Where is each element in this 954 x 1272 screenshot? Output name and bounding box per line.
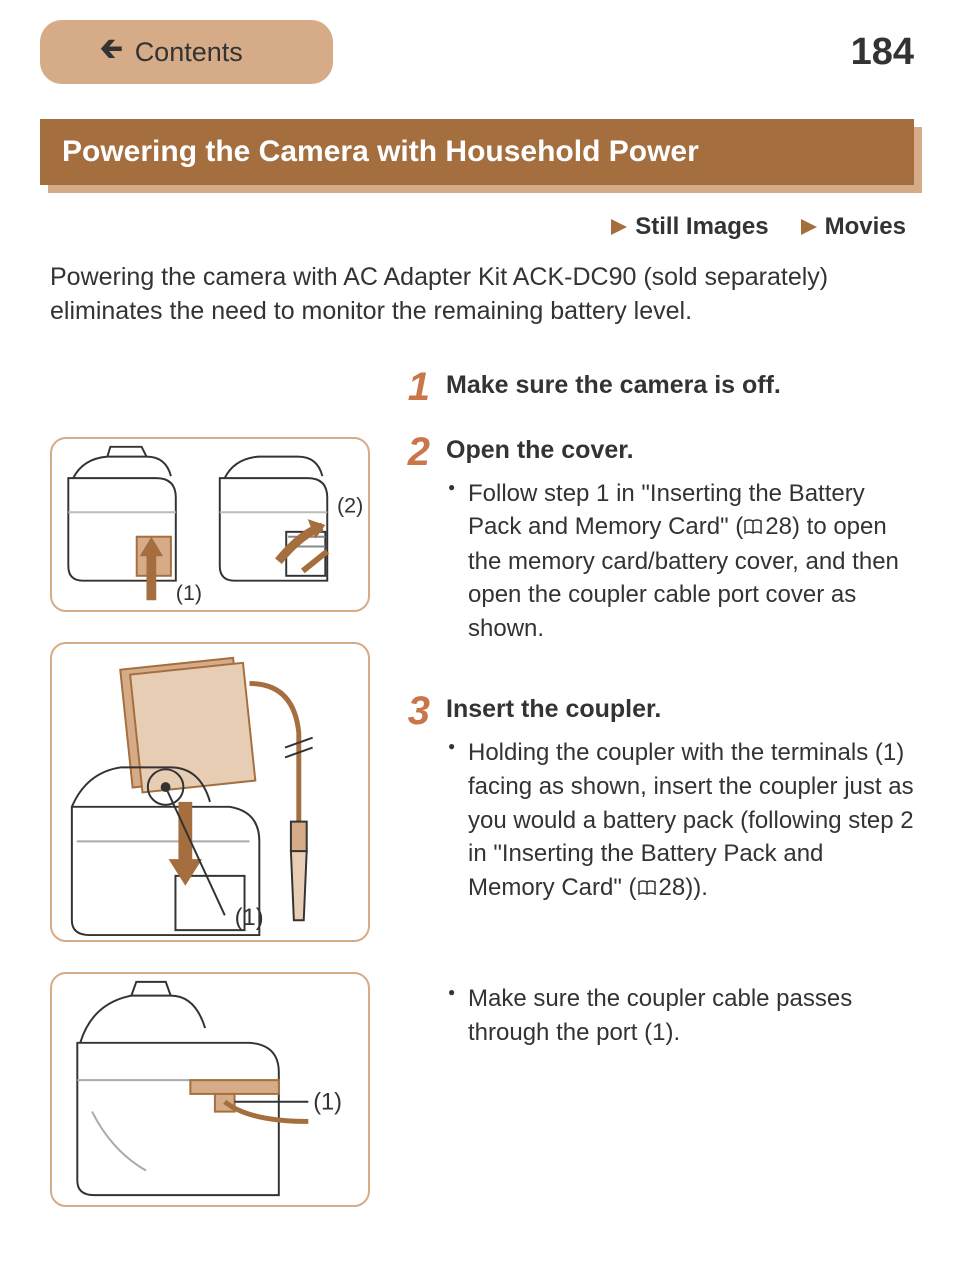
step-1-title: Make sure the camera is off. (446, 371, 914, 400)
page-number: 184 (851, 31, 914, 74)
play-icon (609, 217, 629, 237)
content-row: (1) (2) (40, 367, 914, 1237)
steps-column: 1 Make sure the camera is off. 2 Open th… (400, 367, 914, 1237)
mode-movies: Movies (799, 213, 906, 241)
step-number: 1 (400, 367, 430, 412)
mode-row: Still Images Movies (40, 213, 914, 241)
svg-text:(1): (1) (235, 905, 264, 931)
step-3-title: Insert the coupler. (446, 695, 914, 724)
step-number: 2 (400, 432, 430, 664)
step-2: 2 Open the cover. Follow step 1 in "Inse… (400, 432, 914, 664)
images-column: (1) (2) (50, 367, 370, 1237)
book-icon (637, 872, 657, 906)
svg-text:(1): (1) (176, 581, 202, 605)
arrow-left-icon: 🡰 (100, 28, 123, 76)
step-3-bullet-1: Holding the coupler with the terminals (… (446, 736, 914, 905)
intro-text: Powering the camera with AC Adapter Kit … (40, 261, 914, 329)
step-2-bullet-1: Follow step 1 in "Inserting the Battery … (446, 477, 914, 646)
step-3-bullet-2: Make sure the coupler cable passes throu… (446, 982, 914, 1049)
step-number-blank (400, 978, 430, 1067)
step-1: 1 Make sure the camera is off. (400, 367, 914, 412)
illustration-2: (1) (50, 642, 370, 942)
contents-label: Contents (135, 37, 243, 68)
illustration-3: (1) (50, 972, 370, 1207)
svg-text:(1): (1) (313, 1088, 342, 1114)
illustration-1: (1) (2) (50, 437, 370, 612)
contents-button[interactable]: 🡰 Contents (40, 20, 333, 84)
mode-movies-label: Movies (825, 213, 906, 241)
step-3: 3 Insert the coupler. Holding the couple… (400, 691, 914, 923)
top-bar: 🡰 Contents 184 (40, 20, 914, 84)
page-title: Powering the Camera with Household Power (40, 119, 914, 185)
play-icon (799, 217, 819, 237)
step-3b: Make sure the coupler cable passes throu… (400, 978, 914, 1067)
mode-still-images: Still Images (609, 213, 768, 241)
step-number: 3 (400, 691, 430, 923)
book-icon (743, 511, 763, 545)
mode-still-images-label: Still Images (635, 213, 768, 241)
step-2-title: Open the cover. (446, 436, 914, 465)
svg-text:(2): (2) (337, 493, 363, 517)
title-banner: Powering the Camera with Household Power (40, 119, 914, 185)
